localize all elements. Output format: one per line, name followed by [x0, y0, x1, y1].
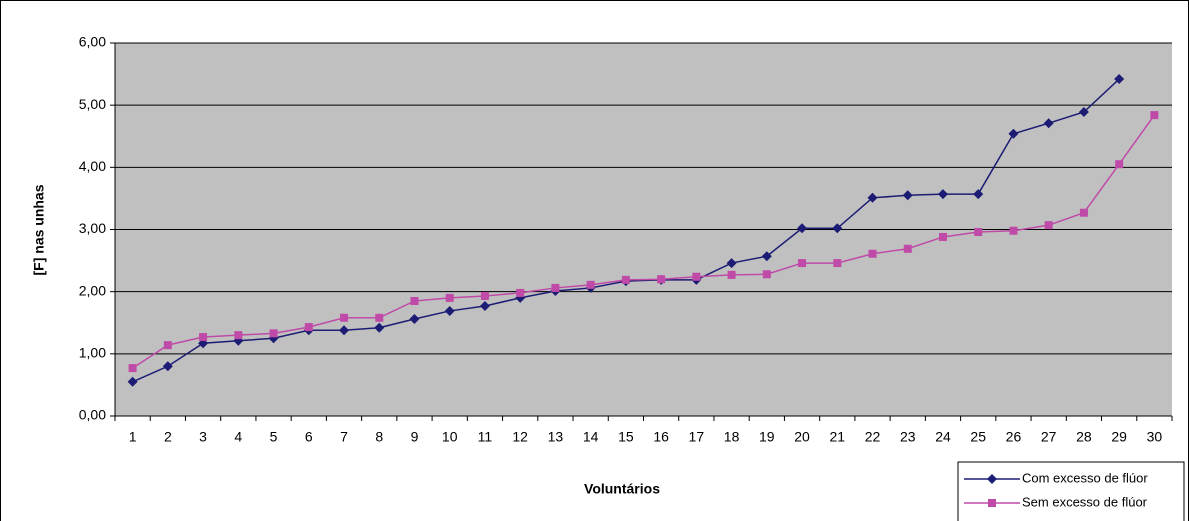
data-point [339, 325, 350, 336]
y-tick-label: 0,00 [79, 407, 106, 423]
data-point [726, 258, 737, 269]
x-tick-label: 29 [1111, 429, 1127, 445]
x-tick-label: 9 [411, 429, 419, 445]
series-line [132, 114, 1155, 369]
y-tick-label: 5,00 [79, 96, 106, 112]
x-tick-label: 4 [234, 429, 242, 445]
y-tick-label: 2,00 [79, 282, 106, 298]
data-point [868, 249, 877, 258]
x-tick-label: 8 [375, 429, 383, 445]
x-tick-label: 6 [305, 429, 313, 445]
x-tick-label: 3 [199, 429, 207, 445]
y-tick-label: 3,00 [79, 220, 106, 236]
data-point [374, 322, 385, 333]
x-tick-label: 2 [164, 429, 172, 445]
y-tick-label: 1,00 [79, 345, 106, 361]
data-point [340, 313, 349, 322]
data-point [409, 314, 420, 325]
x-tick-label: 26 [1006, 429, 1022, 445]
x-tick-label: 23 [900, 429, 916, 445]
data-point [1079, 208, 1088, 217]
data-point [551, 283, 560, 292]
data-point [1150, 111, 1159, 120]
legend-label: Sem excesso de flúor [1022, 494, 1148, 509]
x-tick-label: 12 [512, 429, 528, 445]
legend-label: Com excesso de flúor [1022, 470, 1148, 485]
data-point [621, 275, 630, 284]
x-tick-label: 11 [478, 429, 493, 445]
x-tick-label: 17 [689, 429, 705, 445]
data-point [586, 280, 595, 289]
data-point [867, 192, 878, 203]
data-point [127, 376, 138, 387]
x-tick-label: 1 [129, 429, 137, 445]
data-point [833, 259, 842, 268]
x-tick-label: 13 [548, 429, 564, 445]
data-point [479, 300, 490, 311]
x-tick-label: 27 [1041, 429, 1057, 445]
data-point [1009, 226, 1018, 235]
data-point [903, 244, 912, 253]
x-axis-label: Voluntários [584, 481, 660, 497]
data-point [692, 272, 701, 281]
legend-marker [987, 474, 997, 484]
data-point [410, 296, 419, 305]
data-point [516, 288, 525, 297]
data-point [1043, 118, 1054, 129]
x-tick-label: 14 [583, 429, 599, 445]
data-point [163, 341, 172, 350]
x-tick-label: 24 [935, 429, 951, 445]
data-point [727, 270, 736, 279]
x-tick-label: 22 [865, 429, 881, 445]
data-point [444, 305, 455, 316]
data-point [1044, 221, 1053, 230]
data-point [1115, 160, 1124, 169]
x-tick-label: 28 [1076, 429, 1092, 445]
y-axis-label: [F] nas unhas [31, 184, 47, 275]
data-point [269, 329, 278, 338]
data-point [1008, 128, 1019, 139]
legend-box [957, 461, 1185, 521]
x-tick-label: 16 [653, 429, 669, 445]
data-point [445, 293, 454, 302]
y-tick-label: 4,00 [79, 158, 106, 174]
data-point [902, 190, 913, 201]
x-tick-label: 25 [970, 429, 986, 445]
x-tick-label: 7 [340, 429, 348, 445]
data-point [937, 189, 948, 200]
data-point [762, 270, 771, 279]
data-point [938, 232, 947, 241]
data-point [973, 189, 984, 200]
data-point [304, 323, 313, 332]
data-point [375, 313, 384, 322]
data-point [199, 333, 208, 342]
data-point [797, 223, 808, 234]
y-tick-label: 6,00 [79, 34, 106, 50]
x-tick-label: 15 [618, 429, 634, 445]
data-point [761, 251, 772, 262]
x-tick-label: 10 [442, 429, 458, 445]
data-point [798, 259, 807, 268]
x-tick-label: 18 [724, 429, 740, 445]
data-point [657, 275, 666, 284]
x-tick-label: 19 [759, 429, 775, 445]
legend-marker [988, 499, 996, 507]
x-tick-label: 21 [829, 429, 845, 445]
data-point [974, 227, 983, 236]
data-point [128, 364, 137, 373]
data-point [480, 292, 489, 301]
x-tick-label: 5 [270, 429, 278, 445]
x-tick-label: 20 [794, 429, 810, 445]
x-tick-label: 30 [1147, 429, 1163, 445]
data-point [1114, 74, 1125, 85]
data-point [234, 331, 243, 340]
data-point [162, 361, 173, 372]
data-point [1078, 107, 1089, 118]
data-point [832, 223, 843, 234]
